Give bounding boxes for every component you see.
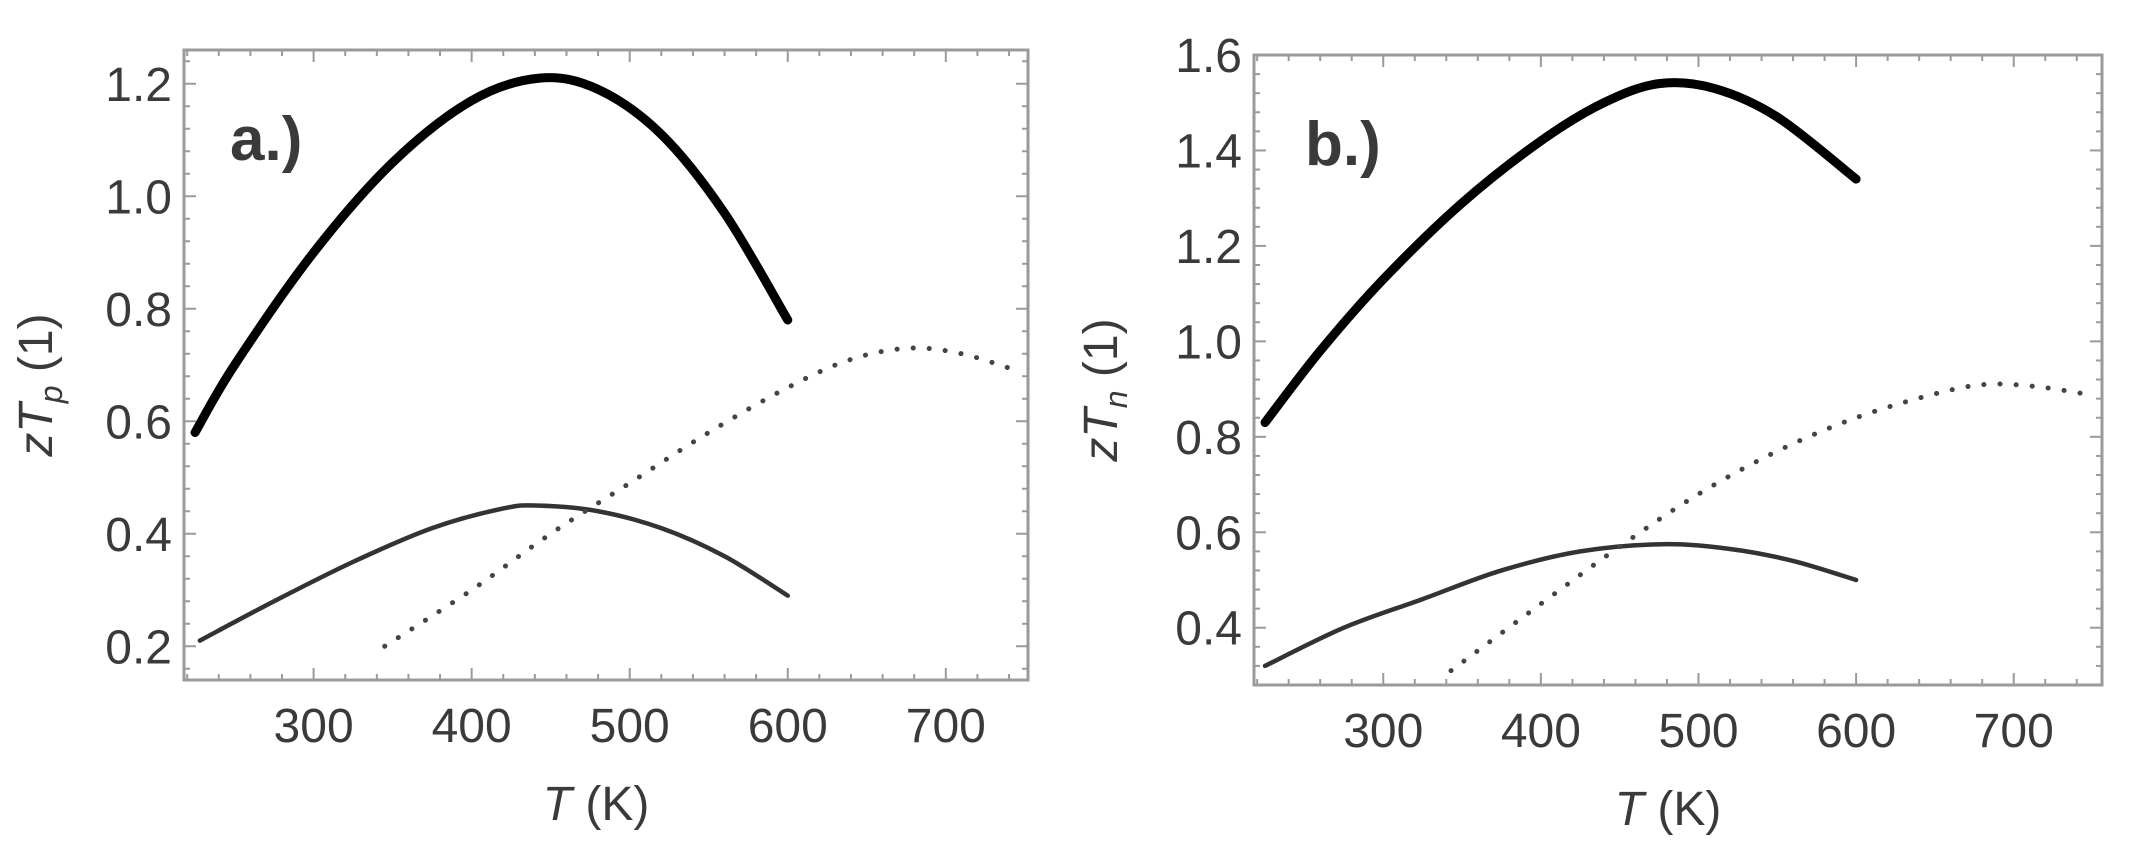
y-tick-label: 0.8: [1175, 412, 1242, 465]
y-tick-label: 0.4: [1175, 603, 1242, 656]
x-axis-label: T (K): [543, 778, 650, 831]
x-tick-label: 600: [1816, 705, 1896, 758]
series-line-solid-thin: [197, 503, 791, 643]
y-tick-label: 0.4: [105, 509, 172, 562]
y-tick-label: 1.2: [105, 59, 172, 112]
x-tick-label: 500: [590, 700, 670, 753]
y-tick-label: 0.8: [105, 284, 172, 337]
x-tick-label: 700: [906, 700, 986, 753]
x-axis-label: T (K): [1615, 783, 1722, 836]
y-tick-label: 1.2: [1175, 221, 1242, 274]
x-tick-label: 700: [1974, 705, 2054, 758]
y-tick-label: 0.6: [1175, 507, 1242, 560]
x-tick-label: 300: [274, 700, 354, 753]
plot-frame: [182, 48, 1030, 682]
plot-frame: [1252, 53, 2104, 687]
y-tick-label: 1.6: [1175, 30, 1242, 83]
x-tick-label: 400: [1501, 705, 1581, 758]
series-line-dotted: [1448, 381, 2088, 674]
chart-panel-b: 300 400 500 600 700 0.4 0.6 0.8 1.0 1.2 1.4 1.6 T (K…: [1065, 0, 2130, 851]
x-tick-label: 300: [1343, 705, 1423, 758]
x-tick-label: 600: [748, 700, 828, 753]
chart-a-svg: 300 400 500 600 700 0.2 0.4 0.6 0.8 1.0 1.2 T (K) zT…: [10, 48, 1030, 831]
series-line-dotted: [382, 345, 1020, 649]
series-line-solid-thick: [190, 73, 793, 437]
y-axis-label: zTn (1): [1075, 318, 1134, 462]
y-tick-label: 1.0: [105, 171, 172, 224]
x-tick-label: 400: [432, 700, 512, 753]
panel-tag: a.): [230, 105, 302, 174]
series-line-solid-thin: [1262, 541, 1859, 669]
y-tick-label: 0.6: [105, 396, 172, 449]
y-axis-label: zTp (1): [10, 313, 69, 457]
series-line-solid-thick: [1260, 78, 1861, 427]
x-tick-label: 500: [1658, 705, 1738, 758]
y-tick-label: 1.4: [1175, 125, 1242, 178]
y-tick-label: 1.0: [1175, 316, 1242, 369]
y-tick-label: 0.2: [105, 621, 172, 674]
panel-tag: b.): [1305, 110, 1381, 179]
chart-b-svg: 300 400 500 600 700 0.4 0.6 0.8 1.0 1.2 1.4 1.6 T (K…: [1075, 30, 2104, 836]
chart-panel-a: 300 400 500 600 700 0.2 0.4 0.6 0.8 1.0 1.2 T (K) zT…: [10, 48, 1030, 831]
